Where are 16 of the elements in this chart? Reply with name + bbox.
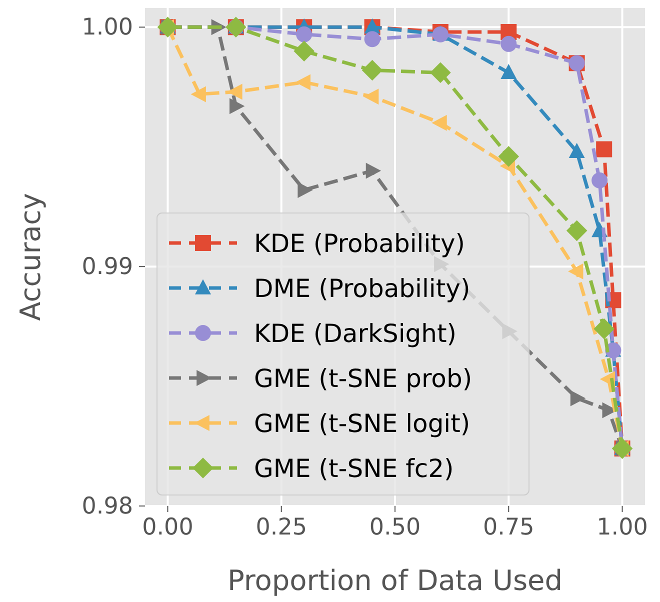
x-tick-label: 0.50 xyxy=(369,514,421,540)
legend-label: GME (t-SNE prob) xyxy=(254,364,472,393)
y-axis-title: Accuracy xyxy=(14,193,47,321)
legend-label: GME (t-SNE logit) xyxy=(254,409,470,438)
y-tick-label: 0.98 xyxy=(82,493,133,520)
x-axis-title: Proportion of Data Used xyxy=(227,564,563,597)
x-tick-label: 1.00 xyxy=(596,514,648,540)
legend-label: KDE (Probability) xyxy=(254,229,466,258)
x-tick-label: 0.00 xyxy=(142,514,194,540)
legend-label: GME (t-SNE fc2) xyxy=(254,454,454,483)
y-tick-label: 1.00 xyxy=(82,14,133,41)
x-tick-label: 0.75 xyxy=(483,514,534,540)
y-tick-label: 0.99 xyxy=(82,254,133,280)
legend-label: KDE (DarkSight) xyxy=(254,319,457,348)
x-tick-label: 0.25 xyxy=(256,514,307,540)
legend-label: DME (Probability) xyxy=(254,274,470,303)
